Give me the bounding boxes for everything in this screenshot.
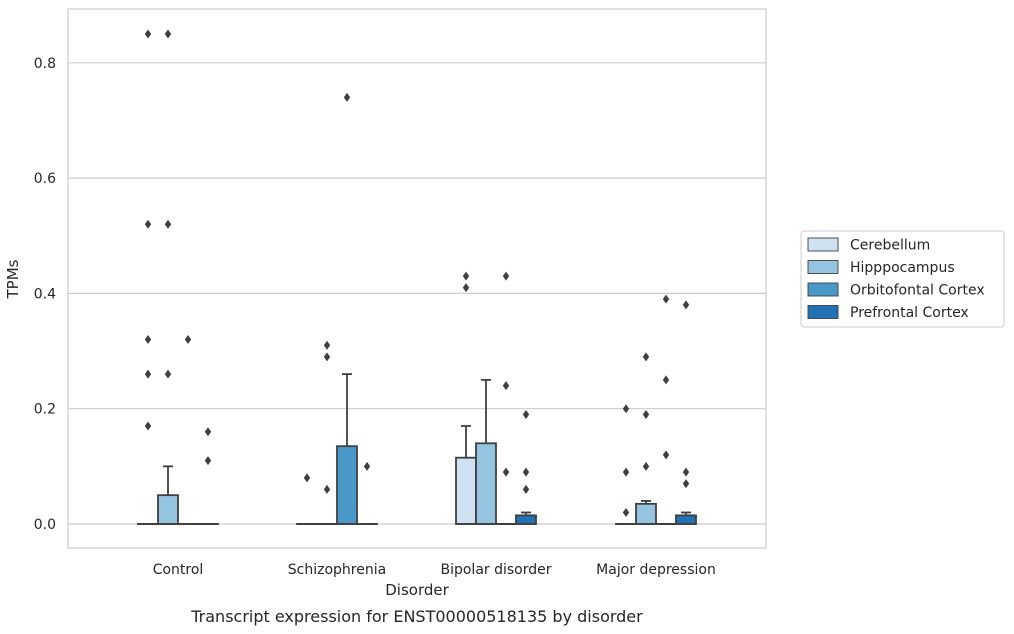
outlier-point (323, 340, 331, 350)
y-tick-label: 0.2 (34, 402, 56, 418)
outlier-point (164, 29, 172, 39)
box-group (356, 461, 378, 526)
x-tick-label: Schizophrenia (288, 562, 386, 578)
legend-swatch (807, 282, 839, 297)
outlier-point (144, 369, 152, 379)
outlier-point (323, 352, 331, 362)
outlier-point (682, 300, 690, 310)
box-group (316, 340, 338, 526)
y-axis-title: TPMs (4, 259, 22, 299)
box-group (336, 92, 358, 525)
outlier-point (642, 461, 650, 471)
box-group (157, 29, 179, 525)
box-group (675, 300, 697, 525)
outlier-point (343, 92, 351, 102)
box (635, 502, 657, 525)
outlier-point (622, 507, 630, 517)
outlier-point (502, 271, 510, 281)
legend-label: Hipppocampus (850, 260, 955, 276)
outlier-point (144, 29, 152, 39)
outlier-point (682, 467, 690, 477)
legend: Cerebellum Hipppocampus Orbitofontal Corte… (800, 230, 1005, 328)
outlier-point (184, 335, 192, 345)
box (157, 494, 179, 525)
box-group (296, 473, 318, 526)
legend-swatch (807, 305, 839, 319)
x-axis-title: Disorder (385, 581, 449, 599)
y-axis-ticks: 0.0 0.2 0.4 0.6 0.8 (34, 56, 56, 533)
outlier-point (502, 467, 510, 477)
legend-label: Cerebellum (850, 238, 930, 254)
y-tick-label: 0.0 (34, 517, 56, 533)
box-group (615, 404, 637, 526)
outlier-point (682, 479, 690, 489)
x-tick-label: Control (153, 562, 204, 578)
box (515, 514, 537, 525)
outlier-point (662, 294, 670, 304)
box (455, 456, 477, 525)
outlier-point (522, 467, 530, 477)
outlier-point (303, 473, 311, 483)
outlier-point (662, 450, 670, 460)
y-tick-label: 0.4 (34, 286, 56, 302)
box-group (515, 409, 537, 525)
outlier-point (642, 352, 650, 362)
plot-area-boxes (137, 29, 697, 526)
plot-frame (67, 8, 767, 549)
box-group (635, 352, 657, 525)
outlier-point (622, 404, 630, 414)
outlier-point (462, 283, 470, 293)
outlier-point (144, 219, 152, 229)
outlier-point (622, 467, 630, 477)
legend-swatch (807, 237, 839, 252)
outlier-point (323, 484, 331, 494)
gridlines (68, 62, 766, 525)
outlier-point (204, 427, 212, 437)
box (675, 514, 697, 525)
legend-frame (800, 230, 1005, 328)
x-tick-label: Bipolar disorder (440, 562, 551, 578)
box (475, 442, 497, 525)
outlier-point (363, 461, 371, 471)
outlier-point (144, 335, 152, 345)
x-axis-ticks: Control Schizophrenia Bipolar disorder Majo… (153, 562, 716, 578)
box-group (475, 378, 497, 525)
outlier-point (144, 421, 152, 431)
legend-label: Orbitofontal Cortex (850, 283, 985, 299)
y-tick-label: 0.8 (34, 56, 56, 72)
outlier-point (462, 271, 470, 281)
outlier-point (164, 369, 172, 379)
outlier-point (522, 409, 530, 419)
box-group (655, 294, 677, 526)
y-tick-label: 0.6 (34, 171, 56, 187)
outlier-point (164, 219, 172, 229)
outlier-point (204, 456, 212, 466)
x-tick-label: Major depression (596, 562, 716, 578)
outlier-point (642, 409, 650, 419)
box-group (197, 427, 219, 526)
box (336, 445, 358, 525)
box-group (455, 271, 477, 525)
chart-caption: Transcript expression for ENST0000051813… (190, 607, 643, 626)
legend-swatch (807, 260, 839, 274)
box-group (137, 29, 159, 526)
outlier-point (502, 381, 510, 391)
legend-label: Prefrontal Cortex (850, 305, 969, 321)
outlier-point (522, 484, 530, 494)
box-group (177, 335, 199, 526)
box-group (495, 271, 517, 526)
outlier-point (662, 375, 670, 385)
